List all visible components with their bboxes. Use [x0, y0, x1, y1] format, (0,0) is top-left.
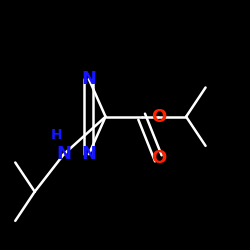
Text: N: N: [82, 145, 96, 163]
Text: H: H: [51, 128, 63, 142]
Text: N: N: [82, 70, 96, 88]
Text: O: O: [151, 108, 166, 126]
Text: N: N: [56, 145, 72, 163]
Text: O: O: [151, 149, 166, 167]
